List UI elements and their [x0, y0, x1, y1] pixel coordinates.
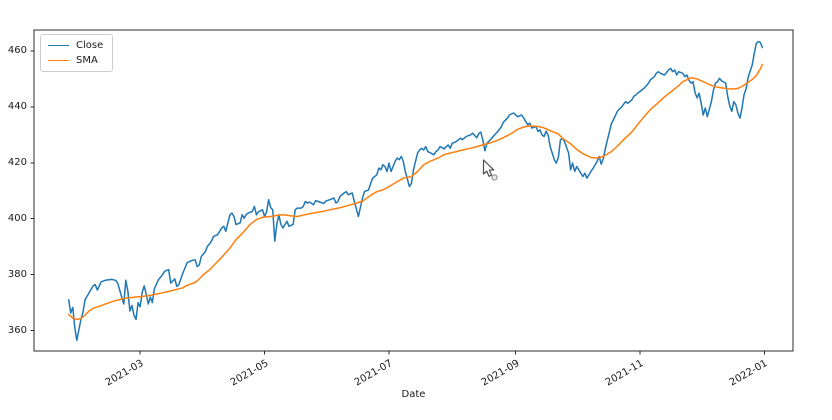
cursor-arrow-icon	[482, 159, 495, 177]
sma-line-swatch	[48, 60, 69, 61]
plot-border	[33, 29, 794, 352]
close-line	[67, 40, 764, 342]
axis-tick-marks	[30, 50, 765, 355]
cursor-busy-badge-icon	[491, 174, 498, 181]
mouse-cursor	[482, 159, 498, 181]
y-tick-label: 380	[7, 268, 27, 280]
y-tick-label: 440	[7, 100, 27, 112]
sma-line	[67, 63, 764, 321]
y-tick-label: 360	[7, 324, 27, 336]
legend-label-close: Close	[76, 40, 104, 51]
legend-label-sma: SMA	[76, 55, 98, 66]
legend-entry-sma: SMA	[48, 55, 103, 66]
y-tick-label: 400	[7, 212, 27, 224]
x-axis-title: Date	[401, 389, 426, 400]
y-tick-label: 420	[7, 156, 27, 168]
legend-entry-close: Close	[48, 40, 103, 51]
legend: Close SMA	[40, 34, 114, 72]
close-line-swatch	[48, 45, 69, 46]
y-tick-label: 460	[7, 44, 27, 56]
